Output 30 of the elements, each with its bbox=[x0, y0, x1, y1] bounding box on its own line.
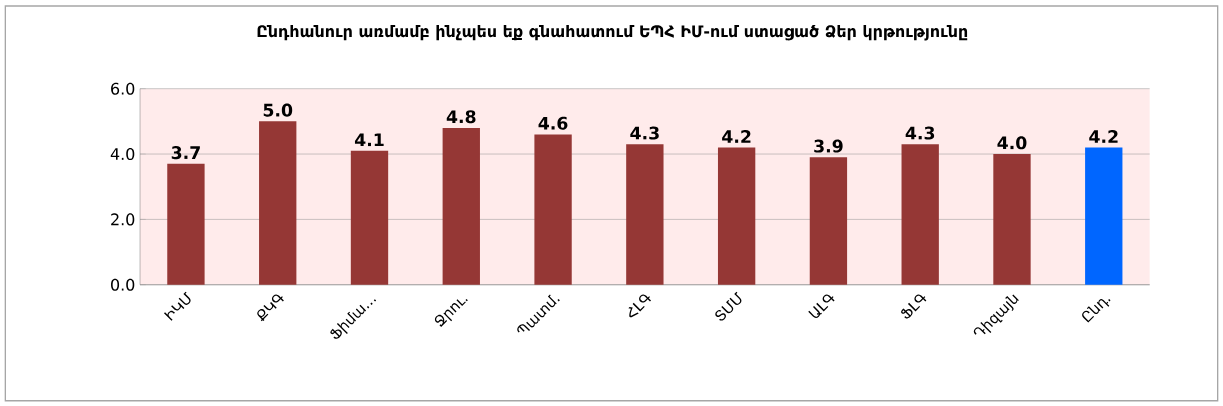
data-label: 4.3 bbox=[630, 126, 659, 140]
data-label: 3.7 bbox=[171, 146, 200, 160]
data-label: 5.0 bbox=[263, 103, 293, 117]
x-tick-label: ՀԼԳ bbox=[628, 294, 652, 318]
bar bbox=[442, 127, 480, 285]
data-label: 4.1 bbox=[354, 133, 384, 147]
data-label: 3.9 bbox=[814, 139, 843, 153]
bar bbox=[626, 144, 664, 285]
x-tick-label: Ընդ. bbox=[1082, 298, 1111, 323]
x-tick-label: ԱԼԳ bbox=[808, 294, 835, 318]
chart-title: Ընդհանուր առմամբ ինչպես եք գնահատում ԵՊՀ ԻՄ-ում ստացած Ձեր կրթությունը bbox=[257, 24, 968, 41]
y-tick-label: 6.0 bbox=[111, 82, 135, 95]
data-label: 4.2 bbox=[722, 129, 751, 143]
bar bbox=[259, 121, 297, 285]
data-label: 4.2 bbox=[1089, 129, 1118, 143]
bar bbox=[350, 150, 389, 285]
bar bbox=[993, 154, 1031, 285]
data-label: 4.6 bbox=[538, 116, 568, 130]
bar bbox=[534, 134, 572, 285]
data-label: 4.8 bbox=[446, 110, 476, 124]
y-tick-label: 4.0 bbox=[110, 147, 135, 161]
bar bbox=[167, 163, 205, 285]
bar bbox=[809, 157, 848, 285]
y-tick-label: 2.0 bbox=[111, 213, 135, 226]
bar bbox=[1085, 147, 1123, 285]
bar bbox=[717, 147, 756, 285]
y-tick-label: 0.0 bbox=[111, 278, 135, 291]
data-label: 4.3 bbox=[905, 126, 935, 140]
bar bbox=[901, 144, 939, 285]
data-label: 4.0 bbox=[997, 136, 1027, 150]
